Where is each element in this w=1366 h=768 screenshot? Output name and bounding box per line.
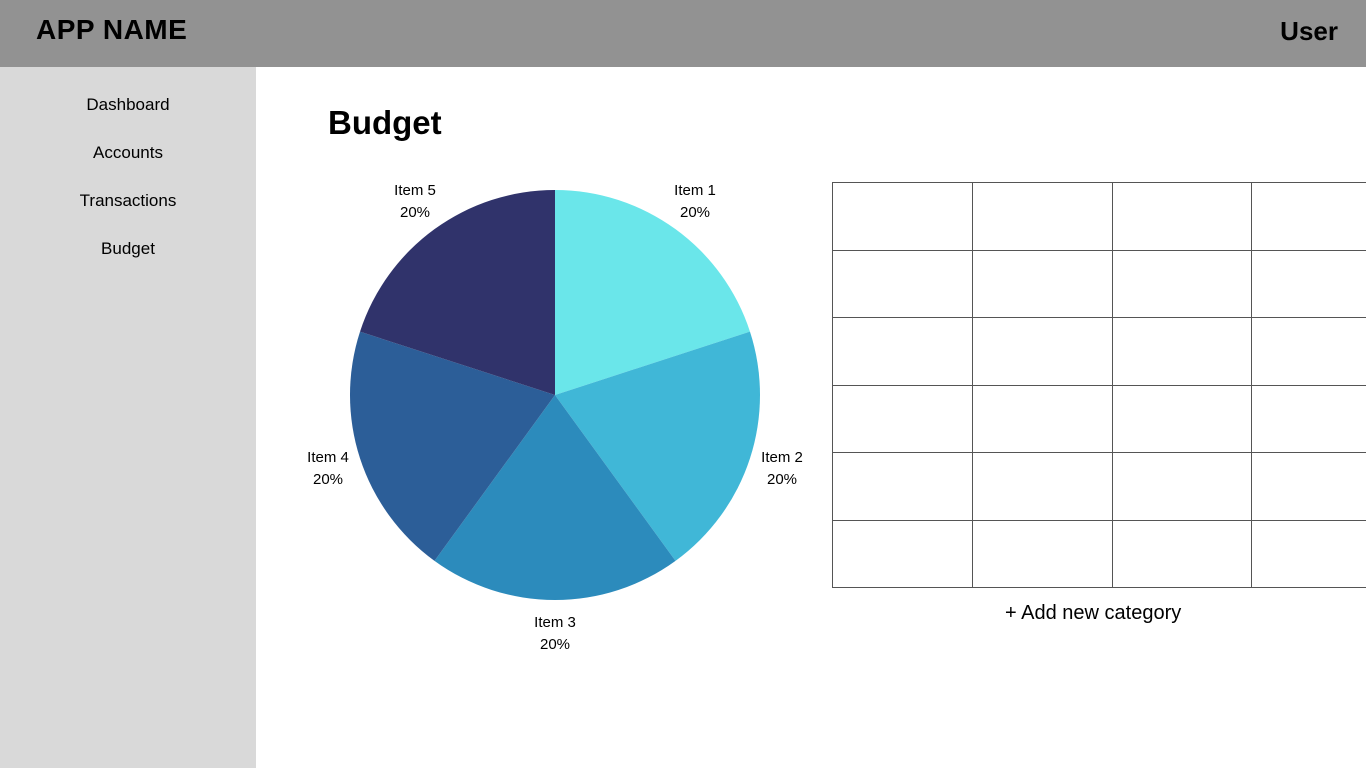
sidebar-item-dashboard[interactable]: Dashboard xyxy=(86,95,170,114)
slice-name: Item 5 xyxy=(394,182,436,199)
add-category-button[interactable]: + Add new category xyxy=(1005,602,1182,624)
table-cell[interactable] xyxy=(832,384,973,453)
slice-percent: 20% xyxy=(679,204,711,221)
slice-name: Item 1 xyxy=(674,182,716,199)
table-cell[interactable] xyxy=(832,519,973,588)
table-cell[interactable] xyxy=(1251,182,1366,251)
pie-slice-item-4 xyxy=(349,331,555,561)
table-cell[interactable] xyxy=(1111,317,1253,386)
table-cell[interactable] xyxy=(832,249,973,318)
pie-slice-item-2 xyxy=(555,331,761,561)
table-cell[interactable] xyxy=(1251,519,1366,588)
slice-name: Item 4 xyxy=(307,449,349,466)
table-cell[interactable] xyxy=(832,317,973,386)
table-row xyxy=(832,317,1366,386)
sidebar-item-budget[interactable]: Budget xyxy=(101,239,155,258)
budget-category-table xyxy=(832,182,1366,588)
sidebar-item-transactions[interactable]: Transactions xyxy=(79,191,177,210)
pie-label-item-4: Item 4 20% xyxy=(288,447,368,491)
table-cell[interactable] xyxy=(1111,452,1253,521)
slice-percent: 20% xyxy=(539,636,571,653)
table-cell[interactable] xyxy=(971,317,1113,386)
table-cell[interactable] xyxy=(971,182,1113,251)
table-cell[interactable] xyxy=(832,452,973,521)
pie-label-item-1: Item 1 20% xyxy=(655,180,735,224)
table-row xyxy=(832,249,1366,318)
page-title: Budget xyxy=(328,104,442,141)
table-cell[interactable] xyxy=(971,384,1113,453)
slice-name: Item 3 xyxy=(534,614,576,631)
sidebar: Dashboard Accounts Transactions Budget xyxy=(0,67,256,768)
pie-slice-item-1 xyxy=(555,190,750,395)
app-name: APP NAME xyxy=(36,14,188,45)
table-cell[interactable] xyxy=(1251,384,1366,453)
table-cell[interactable] xyxy=(1251,249,1366,318)
table-cell[interactable] xyxy=(1111,519,1253,588)
pie-label-item-3: Item 3 20% xyxy=(515,612,595,656)
table-row xyxy=(832,182,1366,251)
table-cell[interactable] xyxy=(1251,452,1366,521)
table-cell[interactable] xyxy=(1111,384,1253,453)
slice-percent: 20% xyxy=(766,471,798,488)
table-cell[interactable] xyxy=(971,519,1113,588)
table-cell[interactable] xyxy=(971,452,1113,521)
table-cell[interactable] xyxy=(1251,317,1366,386)
slice-percent: 20% xyxy=(312,471,344,488)
table-cell[interactable] xyxy=(1111,182,1253,251)
pie-slice-item-5 xyxy=(360,190,555,395)
table-row xyxy=(832,452,1366,521)
sidebar-item-accounts[interactable]: Accounts xyxy=(93,143,163,162)
slice-name: Item 2 xyxy=(761,449,803,466)
slice-percent: 20% xyxy=(399,204,431,221)
pie-slice-item-3 xyxy=(434,395,676,601)
table-cell[interactable] xyxy=(1111,249,1253,318)
table-row xyxy=(832,519,1366,588)
table-row xyxy=(832,384,1366,453)
pie-label-item-5: Item 5 20% xyxy=(375,180,455,224)
table-cell[interactable] xyxy=(971,249,1113,318)
app-header: APP NAME User xyxy=(0,0,1366,67)
user-menu[interactable]: User xyxy=(1280,16,1338,46)
pie-label-item-2: Item 2 20% xyxy=(742,447,822,491)
table-cell[interactable] xyxy=(832,182,973,251)
